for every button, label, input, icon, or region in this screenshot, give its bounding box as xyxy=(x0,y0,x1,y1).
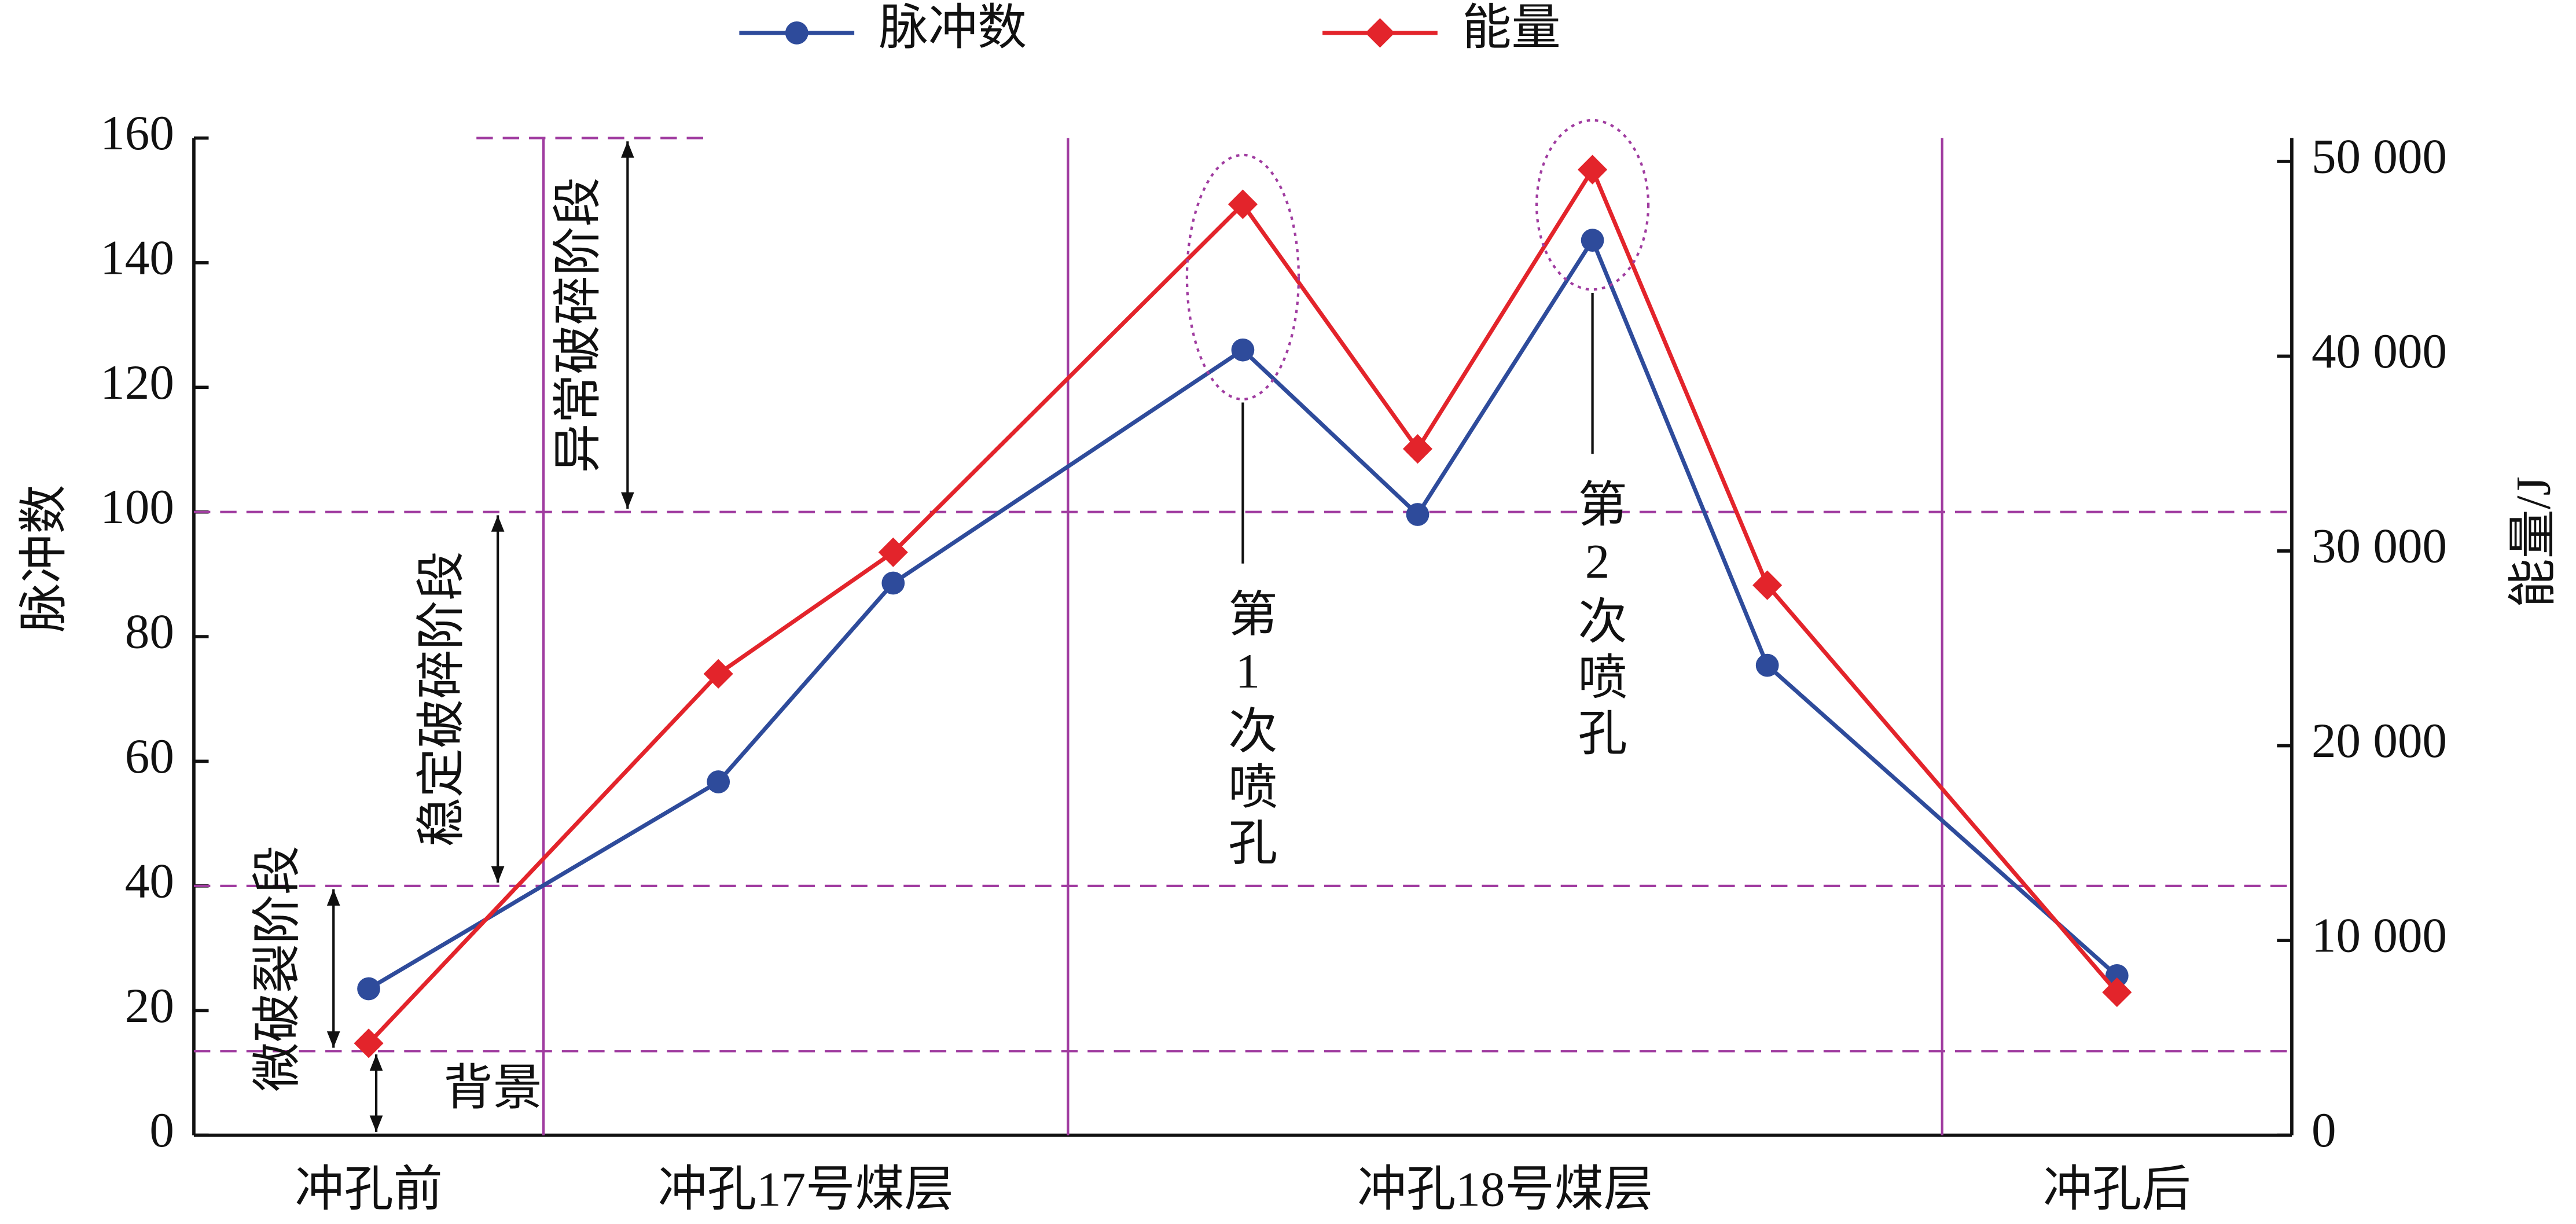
y2-tick-label: 40 000 xyxy=(2312,324,2447,378)
marker xyxy=(703,659,733,689)
marker xyxy=(2102,977,2132,1008)
marker xyxy=(1402,434,1433,464)
marker xyxy=(2105,964,2129,987)
annotation: 第1次喷孔 xyxy=(1221,588,1277,872)
marker xyxy=(878,537,908,567)
marker xyxy=(1406,503,1430,526)
marker xyxy=(354,1028,384,1058)
legend-label: 能量 xyxy=(1462,1,1560,55)
marker xyxy=(1755,653,1779,677)
x-region-label: 冲孔18号煤层 xyxy=(1357,1162,1653,1216)
y-tick-label: 0 xyxy=(149,1103,174,1157)
y-tick-label: 40 xyxy=(125,854,174,908)
highlight-ellipse xyxy=(1535,119,1650,291)
x-region-label: 冲孔前 xyxy=(295,1162,442,1216)
y2-tick-label: 20 000 xyxy=(2312,714,2447,768)
y-tick-label: 60 xyxy=(125,729,174,784)
annotation: 第2次喷孔 xyxy=(1570,479,1626,763)
legend-marker xyxy=(785,21,809,45)
marker xyxy=(707,770,730,793)
stage-label: 微破裂阶段 xyxy=(251,846,305,1092)
marker xyxy=(357,977,380,1001)
arrow-head xyxy=(326,889,340,1048)
y2-tick-label: 0 xyxy=(2312,1103,2336,1157)
legend-label: 脉冲数 xyxy=(879,1,1027,55)
series-line xyxy=(367,165,2119,1045)
marker xyxy=(881,571,905,595)
marker xyxy=(1228,189,1258,219)
y-tick-label: 100 xyxy=(100,480,174,534)
y-tick-label: 20 xyxy=(125,979,174,1033)
y-axis-label: 脉冲数 xyxy=(17,485,72,633)
highlight-ellipse xyxy=(1185,153,1300,400)
x-region-label: 冲孔17号煤层 xyxy=(658,1162,954,1216)
stage-label: 异常破碎阶段 xyxy=(551,177,605,473)
x-region-label: 冲孔后 xyxy=(2043,1162,2191,1216)
y-tick-label: 160 xyxy=(100,106,174,160)
marker xyxy=(1231,338,1255,362)
y-tick-label: 120 xyxy=(100,355,174,410)
stage-label: 背景 xyxy=(443,1061,542,1115)
marker xyxy=(1752,570,1783,600)
arrow-head xyxy=(369,1054,383,1132)
series-line xyxy=(368,236,2119,991)
y-tick-label: 80 xyxy=(125,605,174,659)
y2-tick-label: 50 000 xyxy=(2312,129,2447,183)
marker xyxy=(1578,155,1608,185)
y2-axis-label: 能量/J xyxy=(2506,476,2560,608)
y2-tick-label: 30 000 xyxy=(2312,519,2447,574)
legend-marker xyxy=(1365,18,1395,48)
y-tick-label: 140 xyxy=(100,230,174,285)
stage-label: 稳定破碎阶段 xyxy=(415,551,469,847)
y2-tick-label: 10 000 xyxy=(2312,909,2447,963)
marker xyxy=(1581,229,1604,252)
